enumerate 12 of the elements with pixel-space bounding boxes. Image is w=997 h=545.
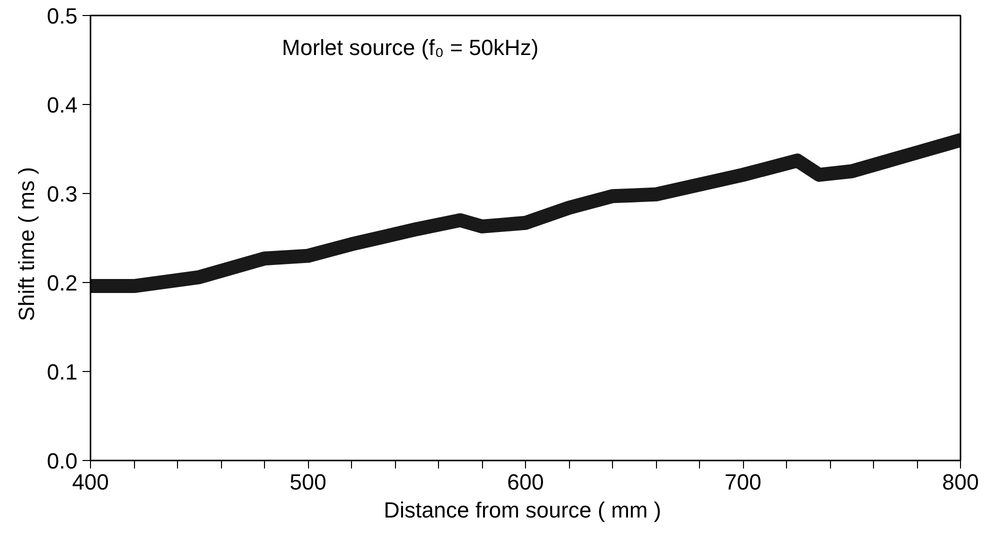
x-axis-title: Distance from source ( mm ) — [384, 498, 662, 522]
y-tick-label: 0.5 — [46, 4, 78, 28]
y-tick-label: 0.1 — [46, 360, 78, 384]
x-tick-label: 600 — [507, 470, 544, 494]
y-tick-label: 0.2 — [46, 270, 78, 296]
x-tick-label: 800 — [942, 470, 979, 494]
x-tick-label: 700 — [724, 470, 762, 494]
y-axis-title: Shift time ( ms ) — [14, 167, 39, 322]
annotation: Morlet source (f₀ = 50kHz) — [282, 35, 539, 60]
x-tick-label: 500 — [290, 470, 326, 494]
y-tick-label: 0.3 — [46, 182, 78, 206]
y-tick-label: 0.4 — [46, 92, 78, 118]
